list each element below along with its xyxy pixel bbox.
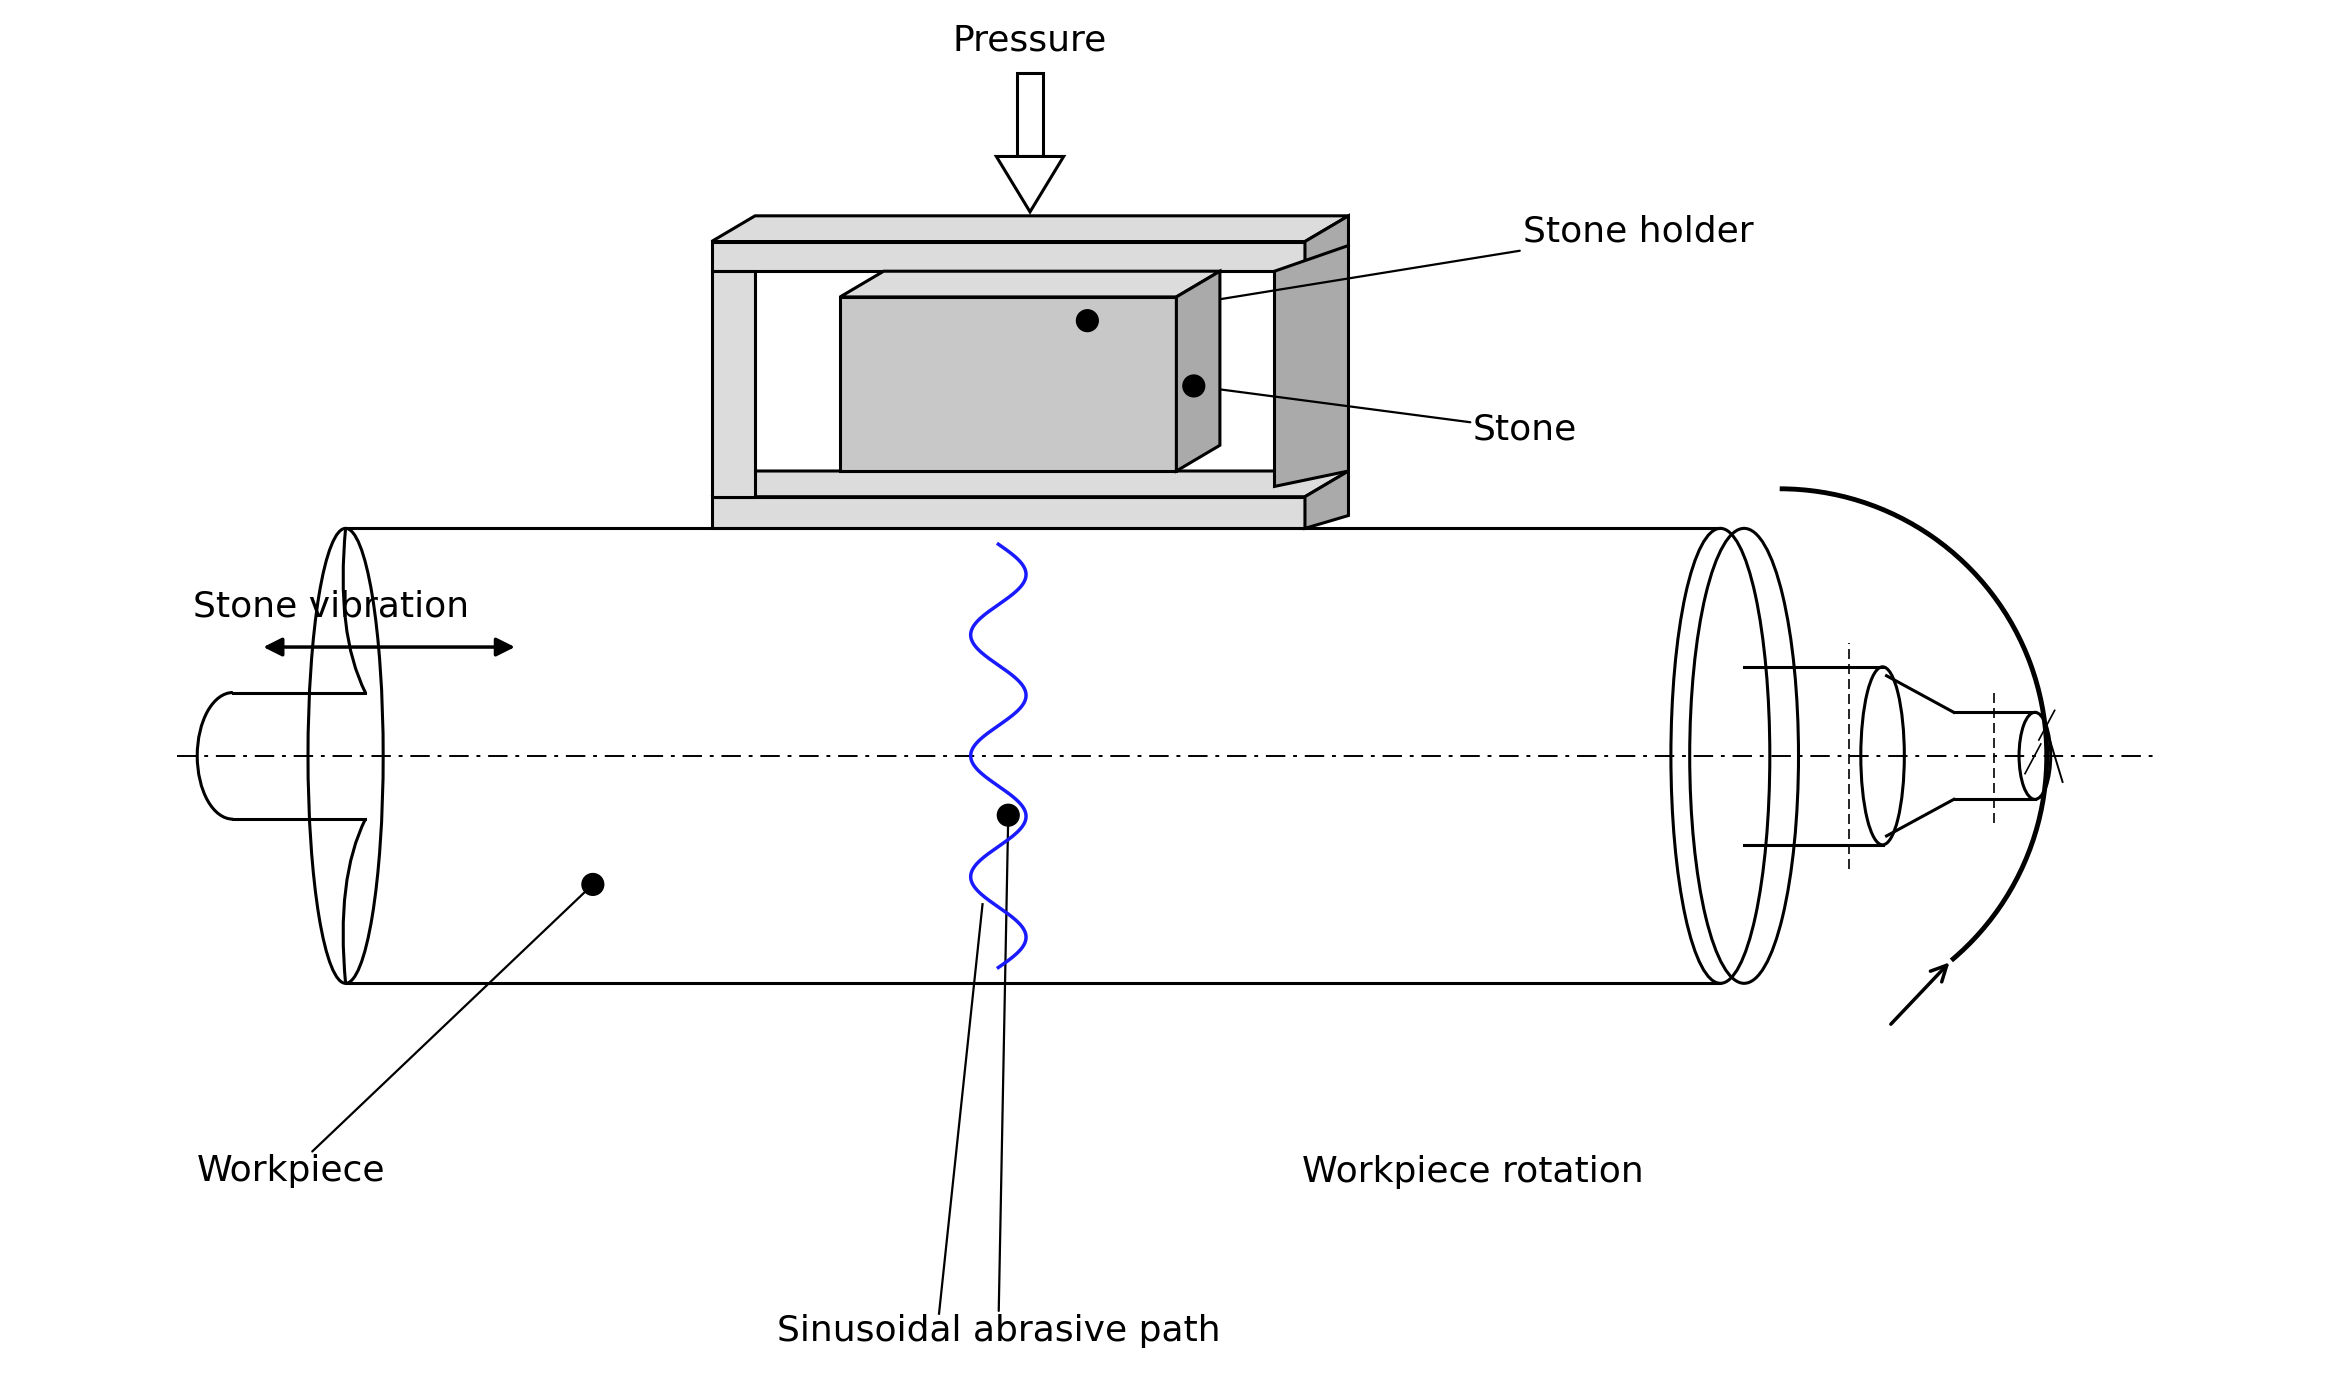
Polygon shape [712, 471, 1348, 497]
Polygon shape [1176, 272, 1220, 471]
Polygon shape [712, 216, 1348, 241]
Circle shape [1076, 309, 1099, 332]
Polygon shape [840, 272, 1220, 297]
Polygon shape [712, 272, 756, 497]
Text: Pressure: Pressure [952, 24, 1108, 57]
Text: Stone vibration: Stone vibration [194, 589, 469, 623]
Polygon shape [1274, 245, 1348, 486]
Circle shape [581, 873, 604, 896]
Polygon shape [1304, 216, 1348, 272]
Text: Workpiece: Workpiece [198, 885, 593, 1188]
Polygon shape [1017, 74, 1043, 156]
Text: Sinusoidal abrasive path: Sinusoidal abrasive path [777, 815, 1220, 1347]
Text: Stone: Stone [1194, 386, 1577, 447]
Polygon shape [712, 497, 1304, 528]
Text: Stone holder: Stone holder [1087, 215, 1752, 320]
Polygon shape [712, 241, 1304, 272]
Text: Workpiece rotation: Workpiece rotation [1302, 1155, 1645, 1190]
Polygon shape [1304, 471, 1348, 528]
Polygon shape [840, 297, 1176, 471]
Circle shape [999, 804, 1020, 826]
Circle shape [1183, 375, 1204, 397]
Polygon shape [996, 156, 1064, 212]
